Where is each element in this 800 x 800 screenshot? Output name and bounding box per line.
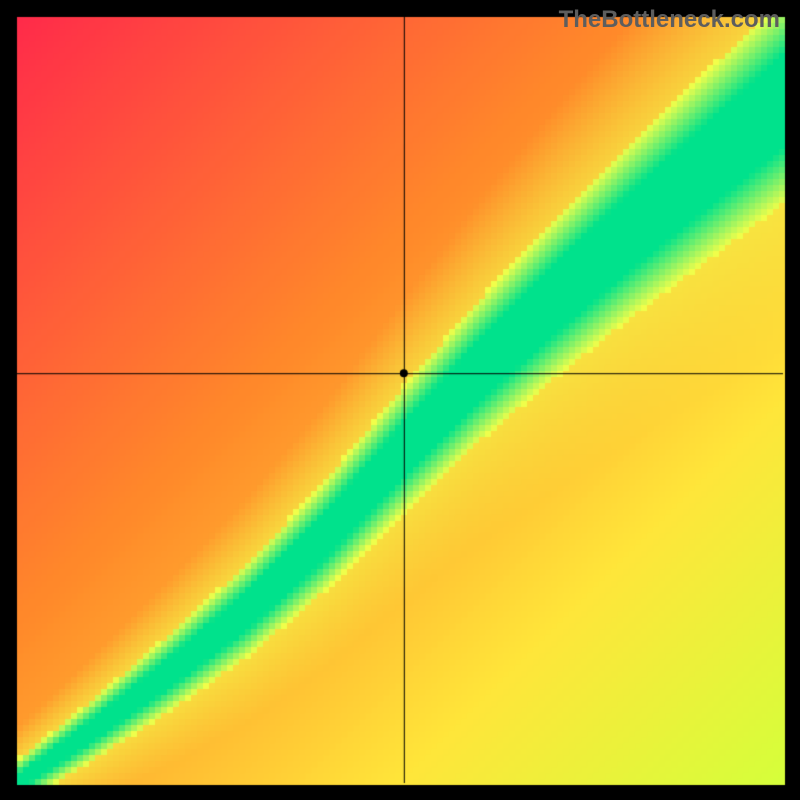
bottleneck-heatmap <box>0 0 800 800</box>
